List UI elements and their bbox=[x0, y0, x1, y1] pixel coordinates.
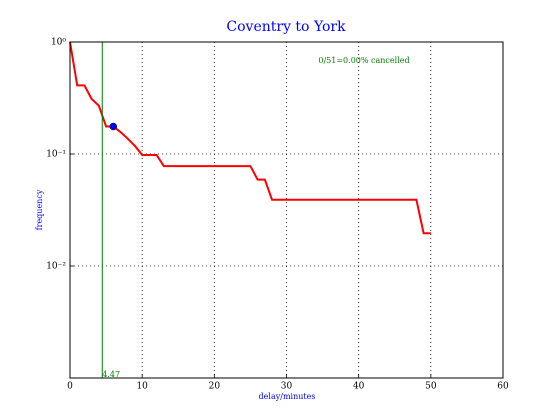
x-tick-label: 60 bbox=[497, 382, 509, 392]
y-axis-label: frequency bbox=[35, 189, 44, 230]
x-tick-label: 20 bbox=[209, 382, 221, 392]
x-tick-label: 10 bbox=[136, 382, 148, 392]
y-tick-label: 10⁻¹ bbox=[46, 150, 66, 160]
chart-title: Coventry to York bbox=[226, 19, 346, 35]
data-line bbox=[69, 41, 431, 235]
x-tick-label: 0 bbox=[67, 382, 73, 392]
x-axis-label: delay/minutes bbox=[259, 392, 316, 401]
y-tick-label: 10⁻² bbox=[46, 262, 66, 272]
y-tick-label: 10⁰ bbox=[51, 38, 66, 48]
reference-label: 4.47 bbox=[102, 370, 120, 379]
highlight-point bbox=[109, 122, 118, 131]
annotation: 0/51=0.00% cancelled bbox=[318, 56, 409, 65]
x-tick-label: 30 bbox=[281, 382, 293, 392]
x-tick-label: 40 bbox=[353, 382, 365, 392]
x-tick-label: 50 bbox=[425, 382, 437, 392]
plot-frame bbox=[69, 41, 504, 379]
